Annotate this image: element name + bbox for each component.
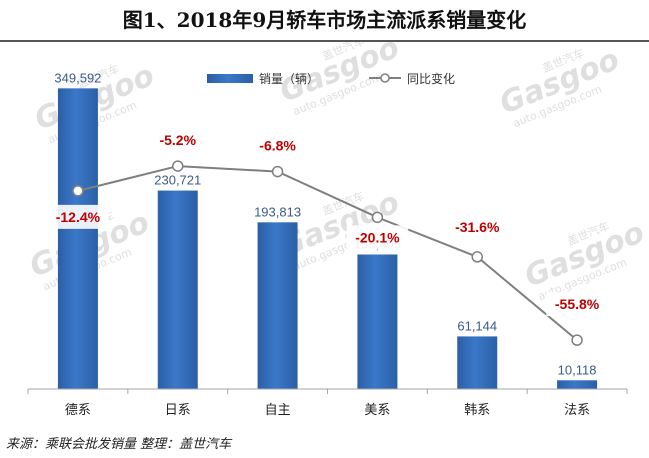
pct-change-labels: -12.4% -5.2% -6.8% -20.1% -31.6% -55.8% (47, 128, 608, 317)
pct-change-label: -55.8% (555, 296, 600, 312)
bar (57, 88, 98, 389)
line-point (172, 160, 184, 172)
chart-title: 图1、2018年9月轿车市场主流派系销量变化 (122, 8, 527, 32)
pct-label-box (151, 128, 205, 153)
x-tick-label: 自主 (265, 403, 291, 418)
x-tick-label: 法系 (564, 403, 590, 418)
pct-label-box (251, 133, 305, 158)
legend: 销量（辆） 同比变化 (207, 71, 455, 86)
bar-value-label: 61,144 (457, 318, 497, 333)
pct-label-box (546, 292, 608, 317)
bar (157, 190, 198, 389)
pct-label-box (47, 204, 109, 229)
bar-series (57, 88, 598, 389)
line-point (471, 251, 483, 263)
source-note: 来源：乘联会批发销量 整理：盖世汽车 (6, 437, 232, 452)
pct-change-label: -20.1% (355, 229, 400, 245)
bar-value-label: 10,118 (558, 362, 597, 377)
pct-change-label: -12.4% (56, 209, 101, 225)
line-series (72, 160, 583, 346)
legend-line-marker (380, 73, 390, 83)
line-point (72, 185, 84, 197)
bar-value-label: 349,592 (54, 70, 101, 85)
legend-bar-label: 销量（辆） (259, 72, 319, 86)
line-point (271, 165, 284, 178)
legend-bar-swatch (207, 74, 253, 83)
pct-change-label: -5.2% (159, 132, 196, 148)
line-path (77, 165, 578, 341)
line-point (571, 334, 583, 346)
pct-label-box (346, 225, 409, 250)
bar (557, 380, 598, 389)
pct-label-box (446, 214, 509, 239)
x-axis: 德系 日系 自主 美系 韩系 法系 (27, 388, 628, 418)
x-tick-label: 德系 (65, 403, 91, 418)
line-point (371, 211, 384, 224)
bar (257, 222, 298, 389)
x-tick-label: 美系 (364, 403, 390, 418)
legend-line-label: 同比变化 (407, 71, 455, 86)
bar (457, 336, 498, 389)
pct-change-label: -31.6% (455, 219, 500, 235)
bar (357, 254, 398, 389)
bar-value-label: 230,721 (154, 173, 201, 188)
bar-value-label: 193,813 (254, 204, 301, 219)
x-tick-label: 日系 (165, 403, 191, 418)
pct-change-label: -6.8% (259, 138, 296, 154)
x-tick-label: 韩系 (464, 403, 490, 418)
title-divider (0, 40, 649, 42)
